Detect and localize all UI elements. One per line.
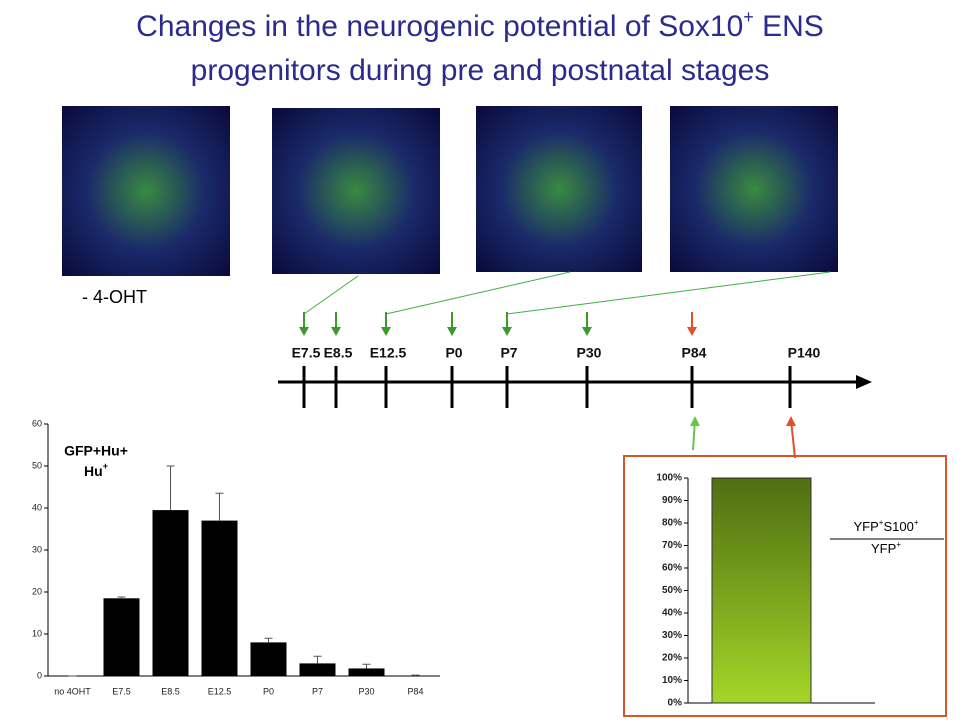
micrograph bbox=[62, 106, 230, 276]
timeline-label: E7.5 bbox=[292, 345, 321, 361]
y-tick-label: 40 bbox=[32, 502, 42, 512]
x-tick-label: P0 bbox=[263, 686, 274, 696]
denominator-text: Hu bbox=[84, 463, 103, 479]
bar bbox=[711, 477, 812, 704]
error-bar bbox=[117, 596, 126, 599]
connector bbox=[506, 271, 831, 315]
pointer-arrowhead bbox=[690, 416, 700, 426]
error-bar bbox=[362, 663, 371, 669]
x-tick-label: P30 bbox=[358, 686, 374, 696]
bar bbox=[201, 520, 238, 676]
y-tick-label: 30 bbox=[32, 544, 42, 554]
title-line-1: Changes in the neurogenic potential of S… bbox=[136, 7, 824, 43]
ratio-denominator-part: + bbox=[896, 540, 901, 549]
x-tick-label: P84 bbox=[407, 686, 423, 696]
x-tick-label: P7 bbox=[312, 686, 323, 696]
timeline-label: E8.5 bbox=[324, 345, 353, 361]
bar bbox=[299, 663, 336, 676]
timeline: E7.5 E8.5 E12.5 P0 P7 P30 P84 P140 bbox=[278, 312, 872, 459]
micrograph bbox=[670, 106, 838, 272]
y-tick-label: 70% bbox=[662, 540, 682, 551]
stage-arrowhead bbox=[299, 327, 309, 336]
ratio-denominator: Hu+ bbox=[84, 461, 108, 478]
micrograph bbox=[476, 106, 642, 272]
stage-arrowhead bbox=[687, 327, 697, 336]
y-tick-label: 40% bbox=[662, 608, 682, 619]
ratio-numerator-part: + bbox=[914, 518, 919, 527]
y-tick-label: 20% bbox=[662, 653, 682, 664]
y-tick-label: 60 bbox=[32, 418, 42, 428]
x-tick-label: E12.5 bbox=[208, 686, 232, 696]
y-tick-label: 10% bbox=[662, 675, 682, 686]
y-tick-label: 80% bbox=[662, 518, 682, 529]
y-tick-label: 100% bbox=[656, 473, 682, 484]
y-tick-label: 20 bbox=[32, 586, 42, 596]
error-bar bbox=[166, 465, 175, 511]
timeline-label: P0 bbox=[445, 345, 462, 361]
stage-arrowhead bbox=[381, 327, 391, 336]
bar bbox=[348, 668, 385, 676]
pointer-arrowhead bbox=[786, 416, 796, 426]
ratio-denominator: YFP+ bbox=[871, 540, 901, 556]
bar bbox=[103, 598, 140, 676]
x-tick-label: no 4OHT bbox=[54, 686, 91, 696]
connectors bbox=[303, 271, 831, 315]
inset-frame bbox=[623, 455, 947, 717]
stage-arrowhead bbox=[331, 327, 341, 336]
timeline-label: P7 bbox=[500, 345, 517, 361]
y-tick-label: 50 bbox=[32, 460, 42, 470]
micrographs bbox=[62, 106, 838, 276]
image-label: - 4-OHT bbox=[82, 287, 147, 307]
y-tick-label: 0 bbox=[37, 670, 42, 680]
timeline-label: P84 bbox=[682, 345, 707, 361]
bar bbox=[152, 510, 189, 676]
timeline-label: P140 bbox=[788, 345, 821, 361]
stage-arrowhead bbox=[582, 327, 592, 336]
chart-2: 0%10%20%30%40%50%60%70%80%90%100%YFP+S10… bbox=[656, 473, 944, 709]
stage-arrowhead bbox=[447, 327, 457, 336]
y-tick-label: 10 bbox=[32, 628, 42, 638]
y-tick-label: 50% bbox=[662, 585, 682, 596]
error-bar bbox=[313, 655, 322, 664]
micrograph bbox=[272, 108, 440, 274]
title-line-2: progenitors during pre and postnatal sta… bbox=[191, 54, 770, 87]
ratio-numerator-part: + bbox=[879, 518, 884, 527]
stage-arrowhead bbox=[502, 327, 512, 336]
x-tick-label: E7.5 bbox=[112, 686, 131, 696]
timeline-arrowhead bbox=[856, 375, 872, 389]
denominator-sup: + bbox=[103, 461, 108, 471]
y-tick-label: 60% bbox=[662, 563, 682, 574]
connector bbox=[303, 275, 359, 315]
error-bar bbox=[264, 637, 273, 643]
ratio-numerator: GFP+Hu+ bbox=[64, 443, 128, 459]
chart-1: 0 10 20 30 40 50 60 no 4OHT E7.5 E8.5 E12.5 P0 P7 P30… bbox=[32, 418, 440, 696]
ratio-numerator-part: YFP bbox=[853, 519, 878, 534]
error-bar bbox=[411, 674, 420, 676]
error-bar bbox=[215, 492, 224, 521]
y-tick-label: 0% bbox=[668, 698, 683, 709]
bar bbox=[250, 642, 287, 676]
ratio-denominator-part: YFP bbox=[871, 541, 896, 556]
timeline-label: E12.5 bbox=[370, 345, 407, 361]
y-tick-label: 30% bbox=[662, 630, 682, 641]
ratio-numerator-part: S100 bbox=[883, 519, 913, 534]
timeline-label: P30 bbox=[577, 345, 602, 361]
y-tick-label: 90% bbox=[662, 495, 682, 506]
pointer-arrow bbox=[790, 419, 796, 459]
x-tick-label: E8.5 bbox=[161, 686, 180, 696]
ratio-numerator: YFP+S100+ bbox=[853, 518, 918, 534]
connector bbox=[385, 271, 571, 315]
